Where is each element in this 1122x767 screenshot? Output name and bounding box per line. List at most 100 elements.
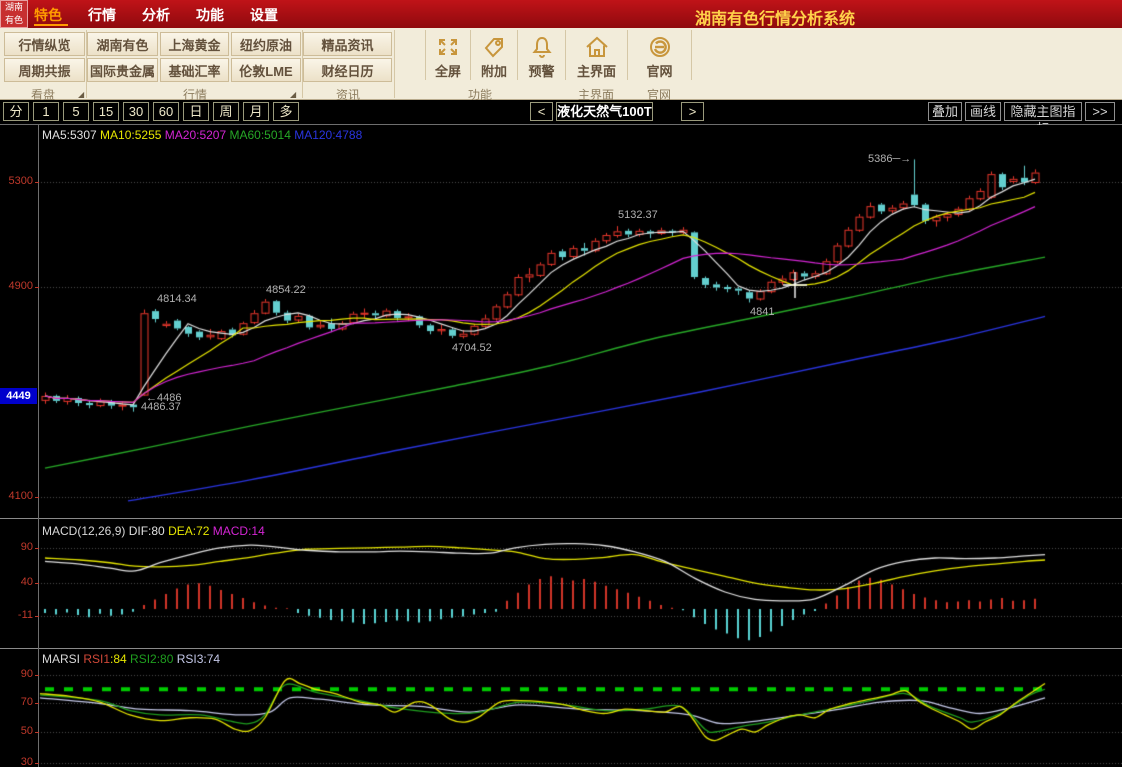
axis-tick — [35, 182, 39, 183]
axis-tick — [35, 287, 39, 288]
axis-tick — [35, 583, 39, 584]
toolbar-btn-intl-precious-metals[interactable]: 国际贵金属 — [87, 58, 158, 82]
chart-area: MA5:5307 MA10:5255 MA20:5207 MA60:5014 M… — [0, 125, 1122, 767]
toolbar-btn-london-lme[interactable]: 伦敦LME — [231, 58, 301, 82]
toolbar-btn-hunan-nonferrous[interactable]: 湖南有色 — [87, 32, 158, 56]
toolbar-btn-shanghai-gold[interactable]: 上海黄金 — [160, 32, 229, 56]
macd-y-tick: -11 — [17, 609, 33, 621]
prev-symbol-button[interactable]: < — [530, 102, 553, 121]
rsi-chart-canvas[interactable] — [0, 650, 1122, 767]
tf-btn-minute[interactable]: 分 — [3, 102, 29, 121]
y-axis-line — [38, 125, 39, 767]
rsi-values-label: MARSI RSI1:84 RSI2:80 RSI3:74 — [42, 652, 221, 666]
price-annotation: 4814.34 — [157, 293, 197, 305]
logo-text-bottom: 有色 — [4, 15, 23, 25]
rsi-y-tick: 70 — [20, 696, 33, 708]
panel-separator — [0, 648, 1122, 649]
main-chart-canvas[interactable] — [0, 125, 1122, 518]
tf-btn-60[interactable]: 60 — [153, 102, 179, 121]
price-annotation: 4704.52 — [452, 342, 492, 354]
section-label-website: 官网 — [646, 88, 671, 102]
price-annotation: 4841 — [750, 306, 775, 318]
toolbar-btn-fullscreen[interactable]: 全屏 — [425, 30, 470, 80]
macd-y-tick: 40 — [20, 576, 33, 588]
section-divider — [394, 30, 395, 98]
next-symbol-button[interactable]: > — [681, 102, 704, 121]
panel-separator — [0, 518, 1122, 519]
price-annotation: 4854.22 — [266, 284, 306, 296]
macd-values-label: MACD(12,26,9) DIF:80 DEA:72 MACD:14 — [42, 524, 265, 538]
logo-text-top: 湖南 — [4, 2, 23, 12]
main-y-tick: 4100 — [8, 490, 33, 502]
quotes-corner-triangle-icon: ◢ — [290, 90, 297, 99]
section-label-quotes: 行情 — [182, 88, 207, 102]
menu-item-quotes[interactable]: 行情 — [88, 7, 116, 23]
app-logo-icon: 湖南 有色 — [0, 0, 28, 28]
toolbar: 行情纵览 湖南有色 上海黄金 纽约原油 精品资讯 周期共振 国际贵金属 基础汇率… — [0, 28, 1122, 102]
section-label-news: 资讯 — [335, 88, 360, 102]
current-price-tag: 4449 — [0, 388, 37, 404]
hide-main-indicator-button[interactable]: 隐藏主图指标 — [1004, 102, 1082, 136]
axis-tick — [35, 763, 39, 764]
menu-item-functions[interactable]: 功能 — [196, 7, 224, 23]
toolbar-btn-premium-news[interactable]: 精品资讯 — [303, 32, 392, 56]
toolbar-btn-alert[interactable]: 预警 — [517, 30, 565, 80]
macd-chart-canvas[interactable] — [0, 520, 1122, 648]
active-menu-underline — [34, 24, 68, 26]
tf-btn-day[interactable]: 日 — [183, 102, 209, 121]
price-annotation: 5386─→ — [868, 153, 912, 165]
watch-corner-triangle-icon: ◢ — [78, 90, 85, 99]
price-annotation: 5132.37 — [618, 209, 658, 221]
tf-btn-month[interactable]: 月 — [243, 102, 269, 121]
tf-btn-30[interactable]: 30 — [123, 102, 149, 121]
home-icon — [583, 34, 611, 60]
draw-line-button[interactable]: 画线 — [965, 102, 1001, 121]
price-annotation: 4486.37 — [141, 401, 181, 413]
main-menu: 特色 行情 分析 功能 设置 — [34, 5, 278, 25]
menu-item-special[interactable]: 特色 — [34, 7, 62, 23]
rsi-y-tick: 30 — [20, 756, 33, 767]
axis-tick — [35, 732, 39, 733]
rsi-y-tick: 90 — [20, 668, 33, 680]
website-label: 官网 — [646, 64, 673, 79]
main-y-tick: 4900 — [8, 280, 33, 292]
menu-item-settings[interactable]: 设置 — [250, 7, 278, 23]
macd-y-tick: 90 — [20, 541, 33, 553]
toolbar-btn-finance-calendar[interactable]: 财经日历 — [303, 58, 392, 82]
timeframe-bar: 分 1 5 15 30 60 日 周 月 多 < 液化天然气100T > 叠加 … — [0, 100, 1122, 136]
toolbar-btn-attach[interactable]: 附加 — [470, 30, 517, 80]
symbol-selector[interactable]: 液化天然气100T — [556, 102, 653, 121]
tf-btn-multi[interactable]: 多 — [273, 102, 299, 121]
fullscreen-icon — [435, 34, 461, 60]
toolbar-btn-main-ui[interactable]: 主界面 — [565, 30, 627, 80]
overlay-button[interactable]: 叠加 — [928, 102, 962, 121]
toolbar-btn-base-forex[interactable]: 基础汇率 — [160, 58, 229, 82]
tf-btn-5[interactable]: 5 — [63, 102, 89, 121]
bell-icon — [529, 34, 555, 60]
main-y-tick: 5300 — [8, 175, 33, 187]
tf-btn-week[interactable]: 周 — [213, 102, 239, 121]
tag-icon — [481, 34, 507, 60]
toolbar-btn-website[interactable]: 官网 — [627, 30, 692, 80]
toolbar-btn-cycle-resonance[interactable]: 周期共振 — [4, 58, 85, 82]
main-ui-label: 主界面 — [576, 64, 616, 79]
section-label-functions: 功能 — [467, 88, 492, 102]
section-label-main-ui: 主界面 — [577, 88, 614, 102]
section-divider — [302, 30, 303, 98]
tf-btn-15[interactable]: 15 — [93, 102, 119, 121]
toolbar-section-labels: 看盘 ◢ 行情 ◢ 资讯 功能 主界面 官网 — [0, 86, 692, 102]
app-title: 湖南有色行情分析系统 — [694, 11, 855, 28]
globe-icon — [647, 34, 673, 60]
title-bar: 湖南 有色 特色 行情 分析 功能 设置 湖南有色行情分析系统 — [0, 0, 1122, 28]
fullscreen-label: 全屏 — [434, 64, 461, 79]
axis-tick — [35, 616, 39, 617]
toolbar-btn-ny-crude[interactable]: 纽约原油 — [231, 32, 301, 56]
axis-tick — [35, 675, 39, 676]
menu-item-analysis[interactable]: 分析 — [142, 7, 170, 23]
tf-btn-1[interactable]: 1 — [33, 102, 59, 121]
axis-tick — [35, 548, 39, 549]
more-buttons-button[interactable]: >> — [1085, 102, 1115, 121]
toolbar-btn-market-overview[interactable]: 行情纵览 — [4, 32, 85, 56]
axis-tick — [35, 497, 39, 498]
